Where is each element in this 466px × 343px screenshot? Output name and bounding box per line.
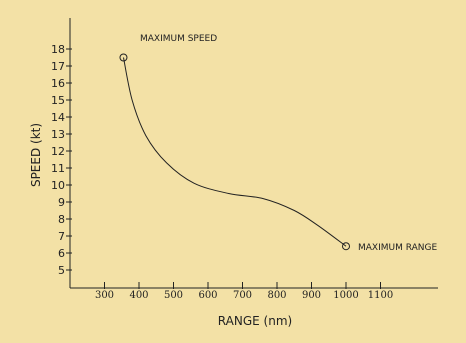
x-tick-label: 400: [129, 290, 148, 301]
y-tick-label: 18: [51, 43, 65, 56]
y-tick-label: 17: [51, 60, 65, 73]
x-tick-label: 1000: [333, 290, 358, 301]
x-tick-label: 500: [164, 290, 183, 301]
y-tick-label: 15: [51, 94, 65, 107]
y-tick-label: 13: [51, 128, 65, 141]
x-tick-label: 900: [302, 290, 321, 301]
y-tick-label: 7: [58, 230, 65, 243]
x-tick-label: 800: [267, 290, 286, 301]
y-tick-label: 11: [51, 162, 65, 175]
y-tick-label: 12: [51, 145, 65, 158]
y-tick-label: 5: [58, 264, 65, 277]
x-tick-label: 600: [198, 290, 217, 301]
y-tick-label: 8: [58, 213, 65, 226]
max-range-point: [342, 242, 350, 251]
y-ticks: 5 6 7 8 9 10 11 12 13 14 15 16 17 18: [51, 43, 72, 277]
max-speed-point: [119, 53, 128, 62]
y-axis-label: SPEED (kt): [29, 123, 43, 187]
speed-range-curve: [123, 57, 347, 247]
y-tick-label: 9: [58, 196, 65, 209]
y-tick-label: 16: [51, 77, 65, 90]
max-speed-annotation: MAXIMUM SPEED: [140, 34, 217, 44]
x-ticks: 300 400 500 600 700 800 900 1000 1100: [95, 282, 393, 301]
max-range-annotation: MAXIMUM RANGE: [358, 243, 437, 253]
y-tick-label: 6: [58, 247, 65, 260]
x-tick-label: 300: [95, 290, 114, 301]
y-tick-label: 10: [51, 179, 65, 192]
y-tick-label: 14: [51, 111, 65, 124]
x-axis-label: RANGE (nm): [218, 314, 292, 328]
x-tick-label: 1100: [368, 290, 393, 301]
x-tick-label: 700: [233, 290, 252, 301]
